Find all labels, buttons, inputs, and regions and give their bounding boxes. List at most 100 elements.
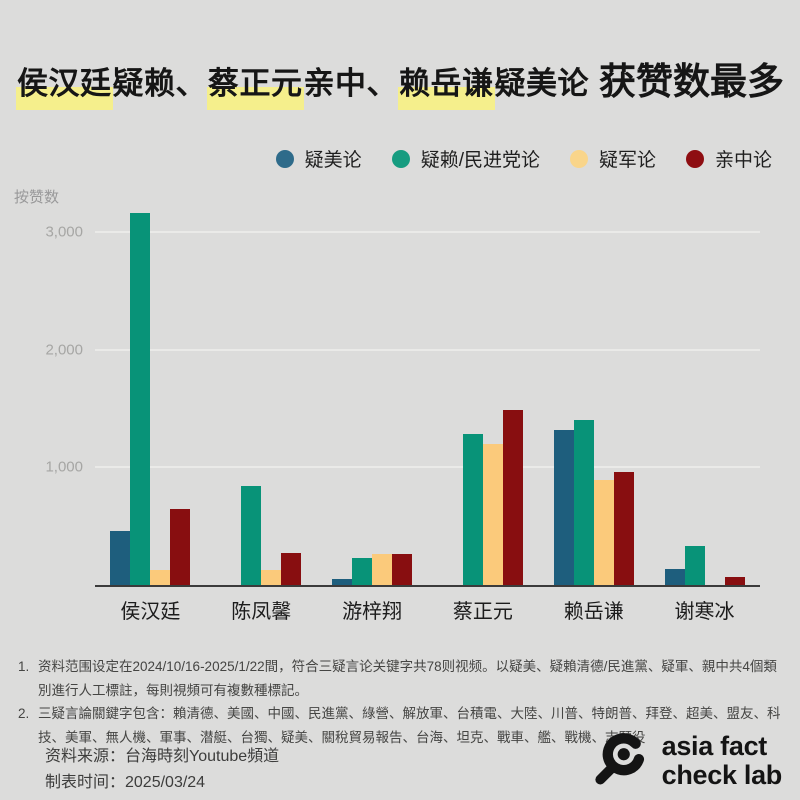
bar-chart: 1,000 2,000 3,000 <box>45 185 760 587</box>
gridline-3000 <box>95 231 760 234</box>
legend-dot-doubt-military <box>569 149 588 168</box>
bar-doubt-military-4 <box>482 444 503 585</box>
bar-slot-doubt-us <box>443 185 463 585</box>
bar-pro-china-2 <box>281 553 302 585</box>
gridline-2000 <box>95 348 760 351</box>
bar-slot-doubt-military <box>593 185 614 585</box>
logo-text-line2: check lab <box>661 759 783 790</box>
bar-slot-doubt-military <box>150 185 171 585</box>
y-axis-label: 按赞数 <box>14 189 60 206</box>
data-source-line: 资料来源：台海時刻Youtube頻道 <box>45 748 280 765</box>
bar-pro-china-5 <box>613 472 634 585</box>
bar-doubt-lai-dpp-4 <box>462 434 483 585</box>
footnote-2: 2. 三疑言論關鍵字包含：賴清德、美國、中國、民進黨、綠營、解放軍、台積電、大陸、… <box>18 702 790 749</box>
bar-slot-pro-china <box>724 185 745 585</box>
bar-doubt-lai-dpp-5 <box>573 420 594 585</box>
title-segment: 亲中、 <box>303 65 398 101</box>
bar-slot-doubt-military <box>482 185 503 585</box>
legend-label: 疑赖/民进党论 <box>420 150 540 171</box>
bar-doubt-military-1 <box>150 570 171 585</box>
legend-label: 疑军论 <box>598 150 656 171</box>
legend-item-doubt-lai-dpp: 疑赖/民进党论 <box>391 145 540 172</box>
bar-pro-china-4 <box>502 410 523 585</box>
bar-doubt-military-5 <box>593 480 614 585</box>
bar-pro-china-6 <box>724 577 745 585</box>
y-tick-label: 2,000 <box>45 341 83 359</box>
x-axis-label-5: 赖岳谦 <box>563 601 624 623</box>
legend-label: 疑美论 <box>304 150 362 171</box>
bar-group-6 <box>664 185 745 585</box>
legend-item-doubt-military: 疑军论 <box>569 145 656 172</box>
bar-groups <box>95 185 760 585</box>
bar-doubt-lai-dpp-6 <box>684 546 705 585</box>
y-tick-label: 3,000 <box>45 223 83 241</box>
bar-doubt-military-3 <box>372 554 393 585</box>
x-axis-label-3: 游梓翔 <box>342 601 403 623</box>
title-segment: 获赞数最多 <box>599 60 784 102</box>
bar-slot-doubt-us <box>110 185 131 585</box>
title-segment: 赖岳谦 <box>398 57 495 110</box>
x-axis-label-6: 谢寒冰 <box>674 601 735 623</box>
title-segment: 疑赖、 <box>112 65 207 101</box>
footnote-marker: 2. <box>18 706 30 722</box>
bar-doubt-lai-dpp-1 <box>130 213 151 585</box>
bar-group-5 <box>553 185 634 585</box>
gridline-1000 <box>95 466 760 469</box>
bar-slot-doubt-lai-dpp <box>462 185 483 585</box>
bar-slot-doubt-us <box>553 185 574 585</box>
bar-doubt-us-6 <box>664 569 685 585</box>
bar-group-4 <box>443 185 523 585</box>
bar-slot-doubt-lai-dpp <box>130 185 151 585</box>
source-block: 资料来源：台海時刻Youtube頻道 制表时间：2025/03/24 <box>45 744 279 795</box>
bar-slot-doubt-lai-dpp <box>352 185 373 585</box>
bar-pro-china-3 <box>392 554 413 585</box>
logo-text-line1: asia fact <box>661 730 768 761</box>
x-axis-label-1: 侯汉廷 <box>120 601 181 623</box>
footnote-text: 三疑言論關鍵字包含：賴清德、美國、中國、民進黨、綠營、解放軍、台積電、大陸、川普… <box>38 706 781 745</box>
legend-dot-doubt-us <box>275 149 294 168</box>
bar-doubt-lai-dpp-3 <box>352 558 373 585</box>
bar-slot-doubt-lai-dpp <box>241 185 262 585</box>
bar-slot-doubt-us <box>664 185 685 585</box>
legend-dot-doubt-lai-dpp <box>391 149 410 168</box>
chart-date-line: 制表时间：2025/03/24 <box>45 773 206 791</box>
logo-text: asia fact check lab <box>661 730 783 790</box>
legend-item-doubt-us: 疑美论 <box>275 145 362 172</box>
title-segment: 疑美论 <box>494 65 589 101</box>
chart-legend: 疑美论 疑赖/民进党论 疑军论 亲中论 <box>275 145 772 172</box>
legend-dot-pro-china <box>685 149 704 168</box>
bar-slot-doubt-us <box>221 185 241 585</box>
bar-slot-doubt-us <box>332 185 353 585</box>
footnote-marker: 1. <box>18 659 30 674</box>
bar-doubt-us-3 <box>332 579 353 585</box>
legend-label: 亲中论 <box>714 150 772 171</box>
bar-slot-pro-china <box>392 185 413 585</box>
y-tick-label: 1,000 <box>45 458 83 476</box>
magnifier-icon <box>590 727 650 794</box>
x-axis-labels: 侯汉廷 陈凤馨 游梓翔 蔡正元 赖岳谦 谢寒冰 <box>95 595 760 624</box>
page-title: 侯汉廷疑赖、蔡正元亲中、赖岳谦疑美论 获赞数最多 <box>0 51 800 110</box>
footnotes: 1. 资料范围设定在2024/10/16-2025/1/22間，符合三疑言论关键字… <box>18 655 790 750</box>
bar-slot-pro-china <box>170 185 191 585</box>
title-segment: 蔡正元 <box>207 57 304 110</box>
bar-slot-pro-china <box>613 185 634 585</box>
bar-slot-doubt-military <box>372 185 393 585</box>
bar-group-3 <box>332 185 413 585</box>
bar-pro-china-1 <box>170 509 191 585</box>
x-axis-label-4: 蔡正元 <box>452 601 513 623</box>
bar-slot-pro-china <box>502 185 523 585</box>
bar-doubt-lai-dpp-2 <box>241 486 262 585</box>
bar-slot-doubt-military <box>705 185 725 585</box>
bar-slot-pro-china <box>281 185 302 585</box>
bar-doubt-military-2 <box>261 570 282 585</box>
footnote-text: 资料范围设定在2024/10/16-2025/1/22間，符合三疑言论关键字共7… <box>38 659 777 698</box>
x-axis-label-2: 陈凤馨 <box>231 601 292 623</box>
bar-doubt-us-5 <box>553 430 574 585</box>
bar-slot-doubt-military <box>261 185 282 585</box>
title-segment: 侯汉廷 <box>16 57 113 110</box>
footnote-1: 1. 资料范围设定在2024/10/16-2025/1/22間，符合三疑言论关键字… <box>18 655 790 702</box>
bar-group-2 <box>221 185 302 585</box>
bar-slot-doubt-lai-dpp <box>573 185 594 585</box>
afcl-logo: asia fact check lab <box>590 727 782 794</box>
bar-doubt-us-1 <box>110 531 131 585</box>
